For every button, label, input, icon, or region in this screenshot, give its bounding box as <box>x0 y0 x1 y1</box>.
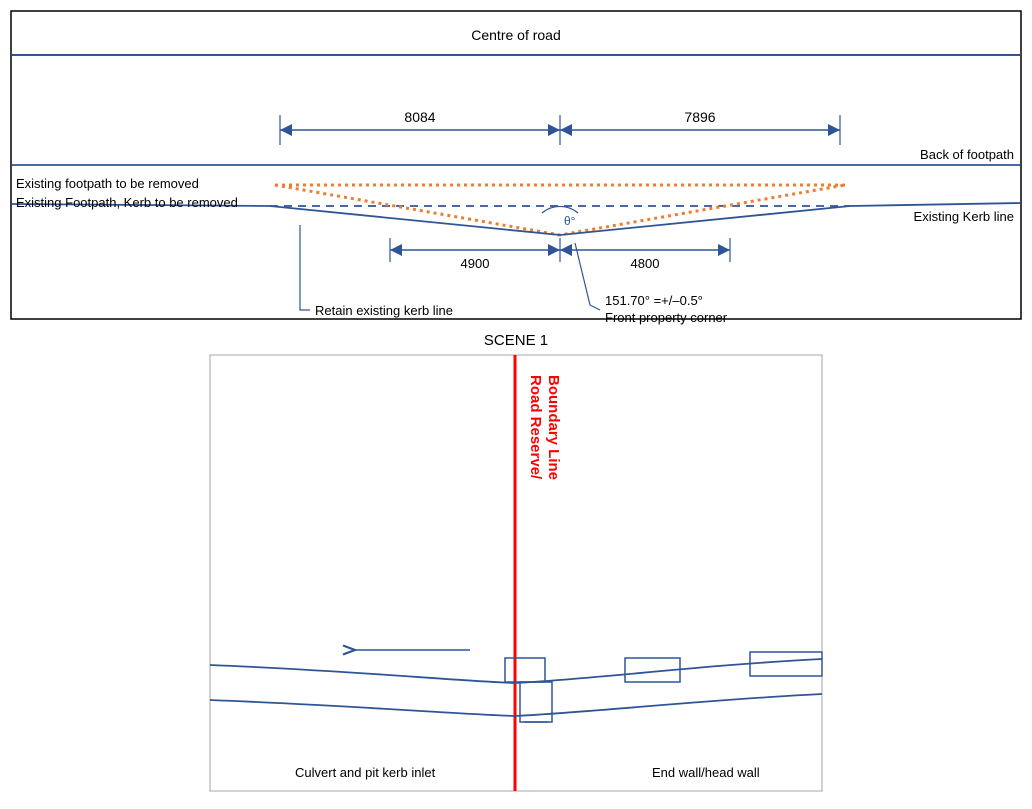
retain-leader <box>300 225 310 310</box>
angle-leader <box>575 243 600 310</box>
angle-theta: θ° <box>564 214 576 228</box>
retain-label: Retain existing kerb line <box>315 303 453 318</box>
diagram-canvas: Centre of road 8084 7896 Back of footpath Ex… <box>10 10 1022 796</box>
footpath-kerb-label: Existing Footpath, Kerb to be removed <box>16 195 238 210</box>
kerb-line-label: Existing Kerb line <box>914 209 1014 224</box>
kerb-dim-left: 4900 <box>461 256 490 271</box>
headwall-label: End wall/head wall <box>652 765 760 780</box>
centre-road-label: Centre of road <box>471 27 561 43</box>
road-reserve-label: Road Reserve/ <box>527 375 544 480</box>
back-footpath-label: Back of footpath <box>920 147 1014 162</box>
culvert-label: Culvert and pit kerb inlet <box>295 765 436 780</box>
kerb-dip-line <box>270 206 850 235</box>
orange-label: Existing footpath to be removed <box>16 176 199 191</box>
front-corner-label: Front property corner <box>605 310 728 325</box>
dim-left-value: 8084 <box>404 109 435 125</box>
dim-right-value: 7896 <box>684 109 715 125</box>
orange-v-line <box>275 185 845 235</box>
pit-0 <box>505 658 545 682</box>
kerb-dim-right: 4800 <box>631 256 660 271</box>
pit-2 <box>750 652 822 676</box>
scene1-title: SCENE 1 <box>484 332 548 349</box>
kerb-line-right-outer <box>850 203 1020 206</box>
boundary-line-label: Boundary Line <box>545 375 562 480</box>
angle-value-label: 151.70° =+/–0.5° <box>605 293 703 308</box>
angle-arc <box>542 206 578 213</box>
